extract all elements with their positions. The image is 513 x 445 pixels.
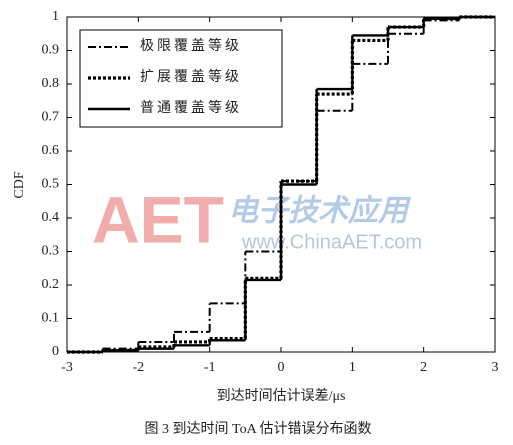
y-tick-label: 0.3 [42, 244, 60, 259]
watermark-cn: 电子技术应用 [228, 194, 412, 229]
legend-label: 极限覆盖等级 [140, 37, 242, 54]
x-tick-label: 0 [278, 360, 285, 375]
y-tick-label: 0.2 [42, 277, 60, 292]
y-tick-label: 0 [52, 344, 59, 359]
y-tick-label: 0.6 [42, 143, 60, 158]
caption: 图 3 到达时间 ToA 估计错误分布函数 [145, 421, 372, 437]
x-tick-label: -1 [204, 360, 216, 375]
y-tick-label: 0.4 [42, 210, 60, 225]
legend-label: 普通覆盖等级 [140, 99, 242, 116]
y-tick-label: 0.9 [42, 43, 60, 58]
watermark-url: www.ChinaAET.com [241, 231, 422, 253]
y-tick-label: 0.7 [42, 110, 60, 125]
y-tick-label: 0.1 [42, 311, 60, 326]
x-tick-label: 1 [349, 360, 356, 375]
x-tick-label: -3 [61, 360, 73, 375]
x-axis-label: 到达时间估计误差/μs [217, 388, 346, 404]
x-tick-label: -2 [132, 360, 144, 375]
x-tick-label: 3 [492, 360, 499, 375]
y-tick-label: 1 [52, 9, 59, 24]
x-tick-label: 2 [420, 360, 427, 375]
legend-label: 扩展覆盖等级 [140, 68, 242, 85]
y-tick-label: 0.8 [42, 76, 60, 91]
y-tick-label: 0.5 [42, 177, 60, 192]
watermark-logo: AET [92, 182, 224, 256]
y-axis-label: CDF [12, 171, 27, 198]
